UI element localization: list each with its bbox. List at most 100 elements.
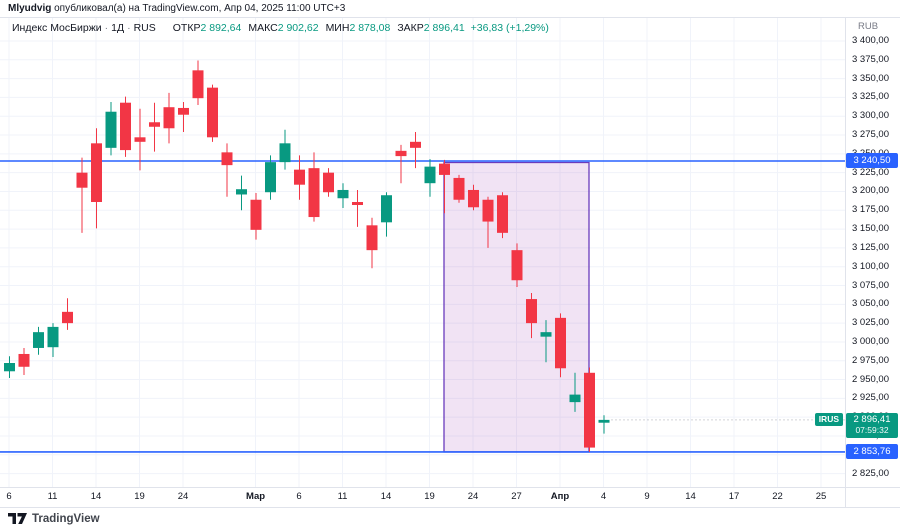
upper-line-price-badge: 3 240,50 — [846, 153, 898, 169]
currency-label: RUB — [858, 21, 879, 32]
price-axis-label: 3 175,00 — [852, 204, 889, 216]
time-axis-label: 14 — [380, 491, 392, 502]
header-divider — [0, 17, 900, 18]
candle-body — [178, 107, 189, 115]
price-axis-label: 3 000,00 — [852, 335, 889, 347]
candle-body — [555, 317, 566, 369]
bar-countdown: 07:59:32 — [855, 425, 889, 436]
time-axis-label: Апр — [550, 491, 570, 502]
candle-body — [497, 195, 508, 233]
candle-body — [47, 326, 59, 348]
candle-body — [410, 141, 421, 148]
candle-body — [381, 195, 392, 223]
interval-label[interactable]: 1Д — [111, 22, 125, 34]
last-price-value: 2 896,41 — [853, 414, 891, 426]
legend-separator: · — [104, 22, 109, 34]
tradingview-logo-icon[interactable] — [8, 512, 27, 525]
brand-name[interactable]: TradingView — [32, 512, 100, 525]
legend-separator: · — [127, 22, 131, 34]
price-axis-label: 3 350,00 — [852, 72, 889, 84]
price-axis-label: 2 825,00 — [852, 467, 889, 479]
ohlc-field-value: 2 878,08 — [349, 22, 391, 34]
time-axis-label: 6 — [296, 491, 302, 502]
publisher-name: Mlyudvig — [8, 3, 52, 14]
price-axis-label: 3 075,00 — [852, 279, 889, 291]
time-axis-label: 27 — [511, 491, 522, 502]
publisher-bar: Mlyudvig опубликовал(а) на TradingView.c… — [8, 3, 345, 14]
price-axis-label: 3 150,00 — [852, 223, 889, 235]
time-axis-label: 14 — [90, 491, 102, 502]
time-axis-label: 25 — [815, 491, 827, 502]
lower-line-price-badge: 2 853,76 — [846, 444, 898, 460]
candle-body — [207, 87, 218, 138]
candle-body — [468, 189, 479, 208]
time-axis-label: 17 — [728, 491, 740, 502]
candle-body — [453, 177, 465, 200]
price-axis-divider — [845, 17, 846, 507]
candle-body — [120, 102, 131, 151]
price-axis-label: 3 100,00 — [852, 260, 889, 272]
price-axis-label: 3 325,00 — [852, 91, 889, 103]
footer: TradingView — [8, 512, 100, 525]
candle-body — [105, 111, 117, 148]
price-axis-label: 3 050,00 — [852, 298, 889, 310]
time-axis-label: 24 — [177, 491, 189, 502]
ohlc-field-label: ОТКР — [172, 22, 201, 34]
candle-body — [540, 332, 552, 337]
price-axis-label: 3 275,00 — [852, 129, 889, 141]
candle-body — [149, 122, 160, 127]
footer-divider — [0, 507, 900, 508]
publish-info: опубликовал(а) на TradingView.com, Апр 0… — [51, 3, 346, 14]
time-axis-label: 11 — [47, 491, 58, 502]
change-value: +36,83 (+1,29%) — [470, 22, 549, 34]
candle-body — [569, 394, 581, 403]
price-axis-label: 3 025,00 — [852, 317, 889, 329]
symbol-name[interactable]: Индекс МосБиржи — [12, 22, 102, 34]
candle-body — [250, 199, 262, 230]
candle-body — [366, 225, 378, 251]
last-price-badge: 2 896,41 07:59:32 — [846, 412, 898, 438]
symbol-legend: Индекс МосБиржи · 1Д · RUS ОТКР2 892,64 МАКС2 … — [12, 22, 549, 34]
price-axis-label: 2 925,00 — [852, 392, 889, 404]
ohlc-field: МИН2 878,08 — [326, 22, 391, 34]
candle-body — [294, 169, 305, 185]
ohlc-field: МАКС2 902,62 — [248, 22, 318, 34]
time-axis-label: 24 — [467, 491, 479, 502]
candle-body — [4, 363, 15, 372]
candle-body — [18, 353, 30, 367]
ohlc-field-value: 2 896,41 — [423, 22, 465, 34]
candle-body — [33, 332, 44, 348]
candle-body — [439, 163, 450, 175]
candle-body — [352, 202, 363, 206]
time-axis-label: Мар — [245, 491, 266, 502]
price-axis-label: 3 400,00 — [852, 35, 889, 46]
candle-body — [337, 189, 349, 199]
candle-body — [91, 143, 102, 203]
candle-body — [62, 311, 73, 324]
price-axis-label: 3 200,00 — [852, 185, 889, 197]
ohlc-field-value: 2 902,62 — [277, 22, 319, 34]
ohlc-values: ОТКР2 892,64 МАКС2 902,62 МИН2 878,08 ЗАКР2… — [166, 22, 465, 34]
price-axis-label: 3 125,00 — [852, 241, 889, 253]
range-box-fill — [444, 162, 589, 452]
exchange-label: RUS — [133, 22, 156, 34]
candle-body — [584, 372, 595, 448]
candle-body — [236, 189, 247, 195]
time-axis-label: 22 — [772, 491, 783, 502]
candle-body — [308, 168, 320, 218]
candle-body — [424, 166, 436, 184]
price-axis-label: 3 375,00 — [852, 53, 889, 65]
ohlc-field-label: МАКС — [248, 22, 278, 34]
candle-body — [192, 70, 204, 99]
candle-body — [526, 299, 537, 324]
ohlc-field-label: МИН — [325, 22, 350, 34]
candle-body — [76, 172, 88, 188]
candle-body — [323, 172, 334, 193]
ohlc-field: ЗАКР2 896,41 — [397, 22, 464, 34]
time-axis-label: 11 — [337, 491, 348, 502]
candle-body — [511, 250, 523, 281]
candle-body — [265, 162, 276, 193]
time-axis-label: 4 — [600, 491, 607, 502]
